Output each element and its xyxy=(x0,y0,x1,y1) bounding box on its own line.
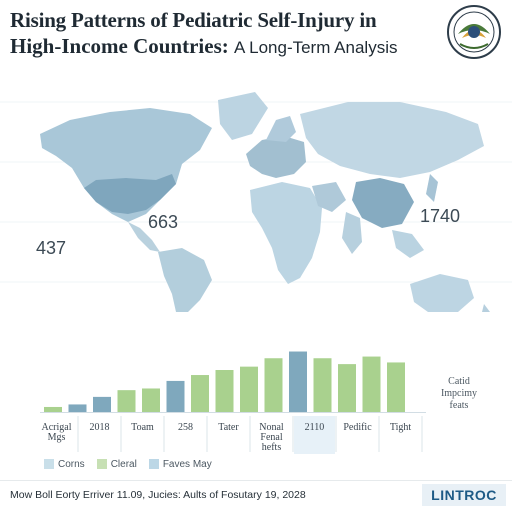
russia-asia xyxy=(300,102,484,178)
africa xyxy=(250,182,322,284)
middle-east xyxy=(312,182,346,212)
bar-15 xyxy=(387,362,405,412)
chart-title-line-2: High-Income Countries: A Long-Term Analy… xyxy=(10,34,397,59)
bar-8 xyxy=(215,370,234,412)
united-states xyxy=(84,174,176,214)
category-label-7: 2110 xyxy=(305,422,325,433)
legend-item-cleral: Cleral xyxy=(96,458,137,470)
brand-logo[interactable]: LINTROC xyxy=(422,484,506,506)
side-annotation-text: Catid Impcimy feats xyxy=(440,376,478,411)
footer-divider xyxy=(0,480,512,481)
bar-6 xyxy=(166,380,185,412)
category-label-1: Acrigal Mgs xyxy=(42,422,72,443)
title-main: High-Income Countries: xyxy=(10,34,229,58)
legend-label: Cleral xyxy=(110,458,137,470)
north-america xyxy=(40,108,212,222)
japan xyxy=(426,174,438,202)
legend-item-faves-may: Faves May xyxy=(148,458,212,470)
category-label-5: Tater xyxy=(218,422,239,433)
scandinavia xyxy=(266,116,296,142)
bar-7 xyxy=(191,375,209,412)
category-label-2: 2018 xyxy=(90,422,110,433)
bar-5 xyxy=(142,388,160,412)
category-label-3: Toam xyxy=(131,422,154,433)
china xyxy=(352,178,414,228)
bar-3 xyxy=(93,396,111,412)
legend-label: Corns xyxy=(58,458,85,470)
legend-swatch xyxy=(96,459,107,469)
new-zealand xyxy=(482,304,490,312)
category-label-4: 258 xyxy=(178,422,193,433)
bar-chart: Acrigal Mgs 2018 Toam 258 Tater Nonal Fenal heft… xyxy=(40,351,426,454)
bar-11 xyxy=(289,351,307,412)
legend: Corns Cleral Faves May xyxy=(44,456,218,472)
bar-12 xyxy=(313,358,332,412)
bar-14 xyxy=(362,356,381,412)
bar-13 xyxy=(338,364,356,412)
world-map xyxy=(0,92,512,312)
bar-1 xyxy=(44,406,62,412)
category-label-9: Tight xyxy=(390,422,412,433)
bar-4 xyxy=(117,390,136,412)
greenland xyxy=(218,92,268,140)
map-label-west: 437 xyxy=(36,238,67,258)
bar-2 xyxy=(68,404,87,412)
footer-source-text: Mow Boll Eorty Erriver 11.09, Jucies: Au… xyxy=(10,489,306,501)
chart-title-line-1: Rising Patterns of Pediatric Self-Injury… xyxy=(10,8,377,32)
central-america xyxy=(128,222,160,252)
legend-swatch xyxy=(148,459,159,469)
southeast-asia xyxy=(392,230,424,258)
category-label-8: Pedific xyxy=(343,422,372,433)
legend-item-corns: Corns xyxy=(44,459,85,470)
side-annotation: Catid Impcimy feats xyxy=(426,376,492,412)
category-highlight xyxy=(294,416,335,454)
category-label-6: Nonal Fenal hefts xyxy=(259,422,284,453)
south-america xyxy=(158,248,212,312)
title-subtitle: A Long-Term Analysis xyxy=(234,38,398,57)
map-label-china: 1740 xyxy=(420,206,461,226)
bar-9 xyxy=(240,366,258,412)
legend-swatch xyxy=(44,459,54,469)
europe xyxy=(246,136,306,178)
map-label-us: 663 xyxy=(148,212,179,232)
bar-10 xyxy=(264,358,283,412)
emblem-logo xyxy=(447,5,501,59)
legend-label: Faves May xyxy=(162,458,212,470)
india xyxy=(342,212,362,254)
australia xyxy=(410,274,474,312)
